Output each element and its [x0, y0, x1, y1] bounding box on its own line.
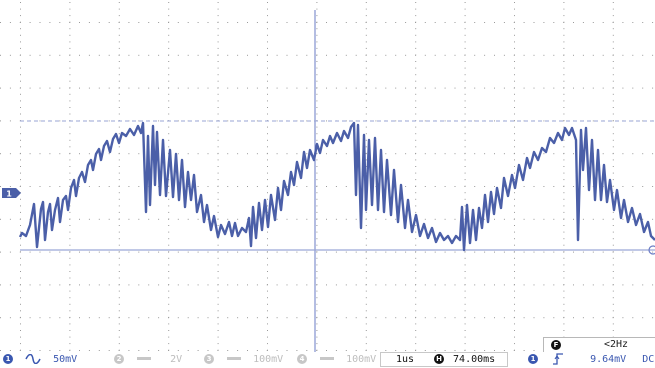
- channel-3-settings[interactable]: 3 100mV: [204, 352, 294, 368]
- timebase-panel[interactable]: 1us H 74.00ms: [380, 352, 508, 367]
- channel-1-scale: 50mV: [53, 354, 78, 365]
- dc-bar-icon: [227, 357, 242, 360]
- channel-3-badge: 3: [204, 354, 214, 364]
- channel-1-position-marker[interactable]: 1: [0, 187, 22, 199]
- channel-2-settings[interactable]: 2 2V: [114, 352, 194, 368]
- channel-2-scale: 2V: [170, 354, 183, 365]
- dc-bar-icon: [137, 357, 152, 360]
- channel-1-waveform-trace: [18, 121, 655, 252]
- frequency-counter[interactable]: F <2Hz: [543, 337, 655, 353]
- graticule-grid: [0, 2, 654, 351]
- trigger-source-badge: 1: [528, 354, 538, 364]
- channel-4-settings[interactable]: 4 100mV: [297, 352, 377, 368]
- channel-1-marker-label: 1: [6, 190, 12, 199]
- trigger-coupling: DC: [642, 354, 655, 365]
- status-bar: 1 50mV 2 2V 3 100mV 4 100mV 1us H 74.00m…: [0, 352, 655, 368]
- frequency-value: <2Hz: [604, 339, 629, 350]
- timebase-value: 1us: [396, 354, 415, 365]
- rising-edge-icon: [553, 353, 564, 365]
- channel-4-scale: 100mV: [346, 354, 377, 365]
- dc-bar-icon: [320, 357, 335, 360]
- channel-2-badge: 2: [114, 354, 124, 364]
- ac-wave-icon: [25, 354, 41, 364]
- channel-3-scale: 100mV: [253, 354, 284, 365]
- horizontal-position-badge: H: [434, 354, 444, 364]
- trigger-settings[interactable]: 1 9.64mV DC: [528, 352, 655, 368]
- channel-4-badge: 4: [297, 354, 307, 364]
- waveform-graticule[interactable]: [0, 0, 655, 352]
- channel-1-badge: 1: [3, 354, 13, 364]
- horizontal-position-value: 74.00ms: [453, 354, 496, 365]
- channel-1-settings[interactable]: 1 50mV: [3, 352, 103, 368]
- frequency-badge: F: [551, 340, 561, 350]
- trace-end-marker: [648, 245, 655, 255]
- scope-display[interactable]: 1 F <2Hz: [0, 0, 655, 353]
- trigger-level: 9.64mV: [590, 354, 627, 365]
